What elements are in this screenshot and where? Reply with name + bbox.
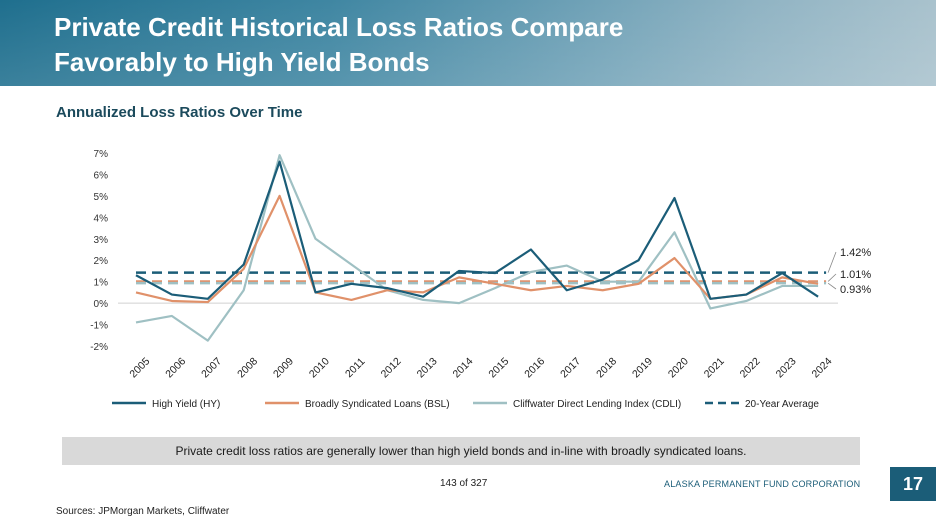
x-tick-label: 2021 (702, 355, 727, 380)
x-tick-label: 2013 (415, 355, 440, 380)
x-tick-label: 2014 (450, 355, 475, 380)
y-tick-label: 4% (94, 213, 109, 224)
loss-ratio-chart: -2% -1% 0% 1% 2% 3% 4% 5% 6% 7% 2005 2006 2007 2008 20… (90, 149, 871, 410)
x-tick-label: 2019 (630, 355, 655, 380)
y-tick-label: 7% (94, 149, 109, 160)
y-tick-label: 0% (94, 299, 109, 310)
average-label-leader (827, 251, 837, 273)
x-tick-label: 2012 (379, 355, 404, 380)
title-line-2: Favorably to High Yield Bonds (54, 47, 430, 77)
legend-label: High Yield (HY) (152, 399, 220, 410)
x-tick-label: 2015 (486, 355, 511, 380)
page-counter: 143 of 327 (440, 478, 488, 489)
average-label: 1.01% (840, 269, 871, 281)
x-tick-label: 2022 (738, 355, 763, 380)
average-label-leader (827, 282, 837, 290)
average-label: 0.93% (840, 284, 871, 296)
x-tick-label: 2010 (307, 355, 332, 380)
x-tick-label: 2009 (271, 355, 296, 380)
average-label: 1.42% (840, 247, 871, 259)
x-tick-label: 2008 (235, 355, 260, 380)
y-tick-label: 6% (94, 170, 109, 181)
x-tick-label: 2011 (343, 356, 368, 381)
slide-number: 17 (890, 467, 936, 501)
y-tick-label: 2% (94, 256, 109, 267)
x-tick-label: 2006 (163, 355, 188, 380)
y-tick-label: 5% (94, 192, 109, 203)
legend-label: Broadly Syndicated Loans (BSL) (305, 399, 450, 410)
legend-label: 20-Year Average (745, 399, 819, 410)
callout-box: Private credit loss ratios are generally… (62, 437, 860, 465)
x-tick-label: 2007 (199, 355, 224, 380)
x-tick-label: 2024 (809, 355, 834, 380)
chart-subtitle: Annualized Loss Ratios Over Time (56, 104, 303, 121)
page-title: Private Credit Historical Loss Ratios Co… (54, 10, 914, 80)
x-tick-label: 2020 (666, 355, 691, 380)
x-tick-label: 2017 (558, 355, 583, 380)
series-line (135, 194, 819, 304)
corporation-name: ALASKA PERMANENT FUND CORPORATION (664, 479, 861, 489)
x-tick-label: 2016 (522, 355, 547, 380)
x-tick-label: 2005 (127, 355, 152, 380)
y-tick-label: -2% (90, 342, 108, 353)
sources-note: Sources: JPMorgan Markets, Cliffwater (56, 506, 230, 517)
x-tick-label: 2018 (594, 355, 619, 380)
y-tick-label: 1% (94, 278, 109, 289)
y-tick-label: 3% (94, 235, 109, 246)
y-tick-label: -1% (90, 321, 108, 332)
average-label-leader (827, 273, 837, 282)
series-line (135, 160, 819, 300)
title-line-1: Private Credit Historical Loss Ratios Co… (54, 12, 624, 42)
legend-label: Cliffwater Direct Lending Index (CDLI) (513, 399, 681, 410)
x-tick-label: 2023 (774, 355, 799, 380)
series-line (135, 154, 819, 342)
header-banner (0, 0, 936, 86)
